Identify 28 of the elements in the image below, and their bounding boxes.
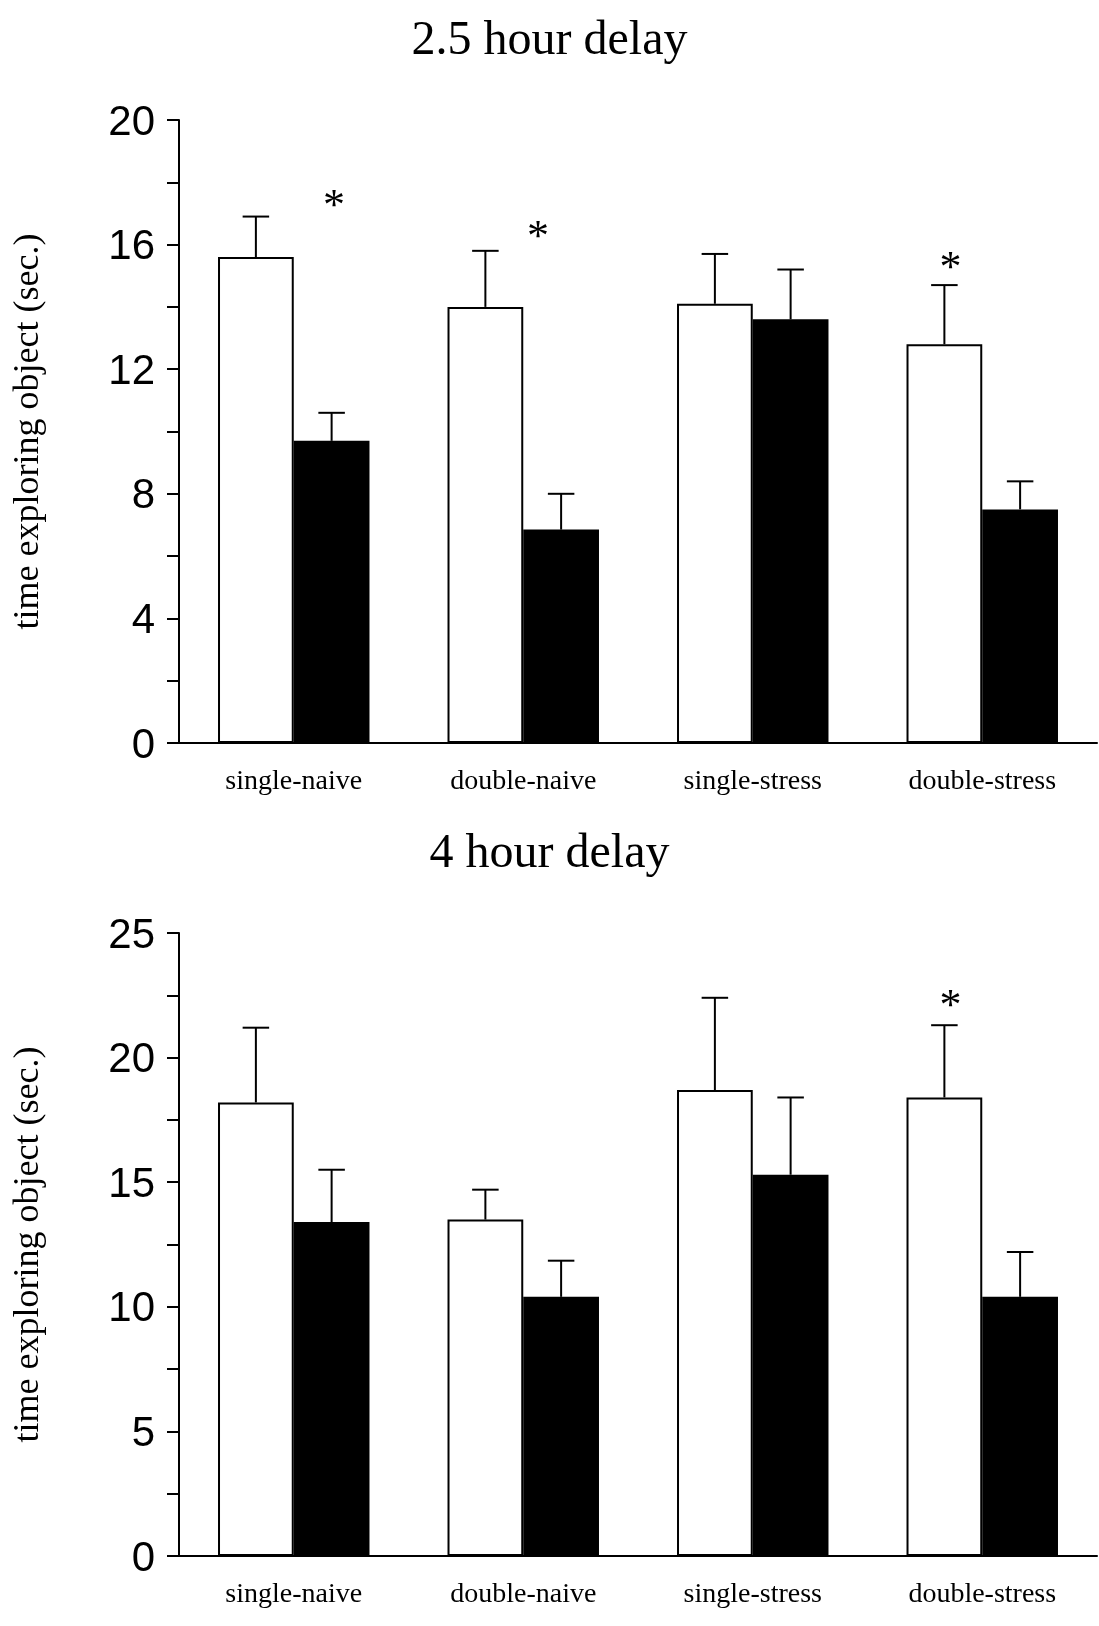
chart-title: 4 hour delay [429, 823, 670, 877]
x-tick-label: double-naive [450, 763, 597, 795]
y-tick-label: 0 [131, 1532, 155, 1580]
y-tick-label: 25 [108, 909, 155, 957]
x-tick-label: single-stress [683, 763, 822, 795]
x-tick-label: single-stress [683, 1576, 822, 1608]
y-tick-label: 8 [131, 470, 155, 518]
y-tick-label: 20 [108, 96, 155, 144]
x-tick-label: double-stress [908, 763, 1057, 795]
y-tick-label: 20 [108, 1034, 155, 1082]
y-tick-label: 10 [108, 1283, 155, 1331]
x-tick-label: single-naive [225, 763, 363, 795]
y-tick-label: 4 [131, 594, 155, 642]
x-tick-label: single-naive [225, 1576, 363, 1608]
x-tick-label: double-naive [450, 1576, 597, 1608]
y-tick-label: 16 [108, 221, 155, 269]
y-axis-title: time exploring object (sec.) [6, 233, 46, 630]
chart-title: 2.5 hour delay [411, 10, 688, 64]
y-tick-label: 15 [108, 1158, 155, 1206]
annotation: * [526, 210, 549, 260]
annotation: * [939, 242, 962, 292]
y-tick-label: 5 [131, 1407, 155, 1455]
x-tick-label: double-stress [908, 1576, 1057, 1608]
y-axis-title: time exploring object (sec.) [6, 1046, 46, 1443]
y-tick-label: 0 [131, 719, 155, 767]
annotation: * [939, 980, 962, 1030]
y-tick-label: 12 [108, 345, 155, 393]
annotation: * [322, 179, 345, 229]
